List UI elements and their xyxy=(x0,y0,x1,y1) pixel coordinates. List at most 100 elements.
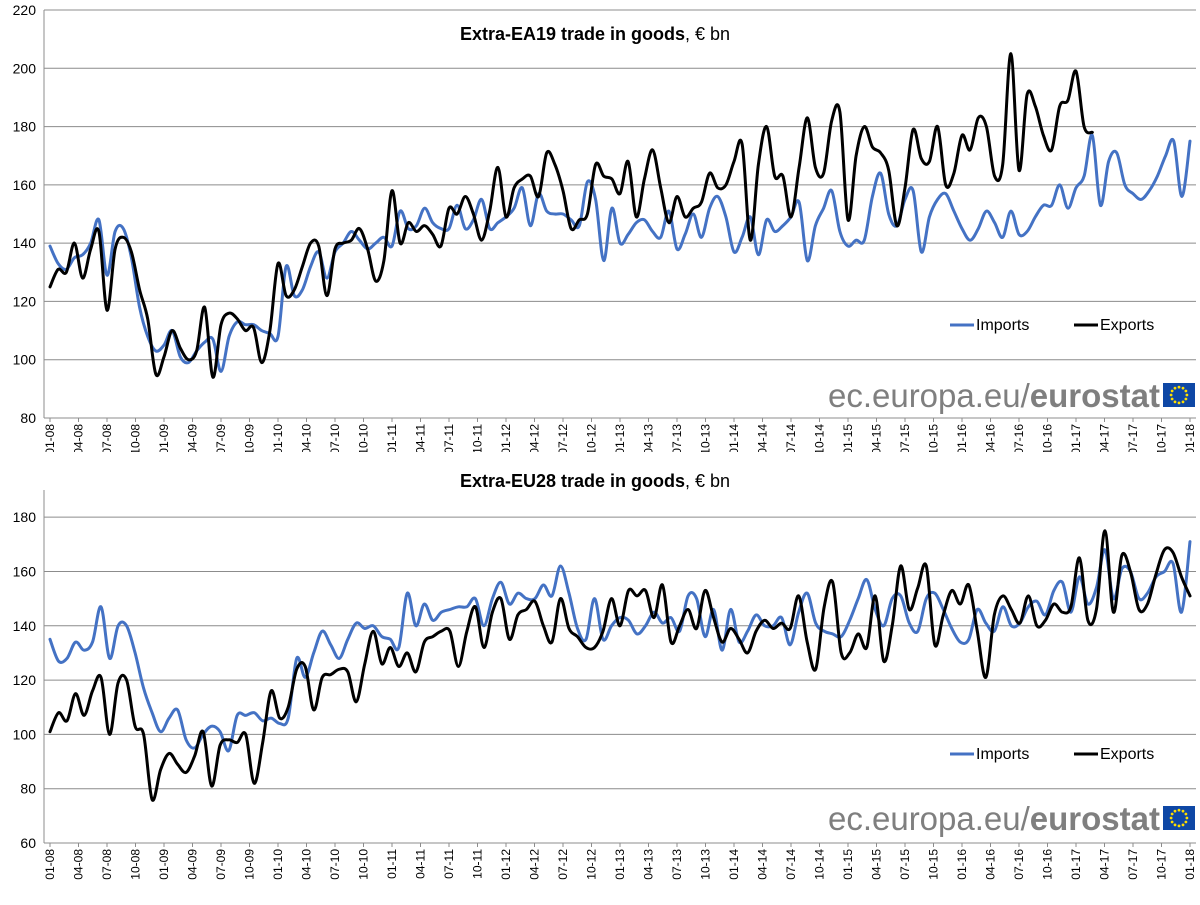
x-tick-label: 04-15 xyxy=(870,849,884,880)
x-tick-label: 04-08 xyxy=(72,849,86,880)
legend-label-imports: Imports xyxy=(976,746,1029,763)
y-tick-label: 60 xyxy=(20,835,36,851)
y-tick-label: 120 xyxy=(13,293,37,309)
x-tick-label: 07-08 xyxy=(100,424,114,452)
x-tick-label: 01-16 xyxy=(955,849,969,880)
x-tick-label: 04-14 xyxy=(756,424,770,452)
chart-title: Extra-EU28 trade in goods, € bn xyxy=(460,471,730,491)
x-tick-label: 04-09 xyxy=(186,849,200,880)
eu-flag-icon xyxy=(1163,806,1195,830)
x-tick-label: 01-14 xyxy=(727,424,741,452)
x-tick-label: 01-09 xyxy=(157,424,171,452)
x-tick-label: 01-11 xyxy=(385,849,399,879)
eurostat-watermark: ec.europa.eu/eurostat xyxy=(828,800,1160,837)
x-tick-label: 04-11 xyxy=(414,849,428,879)
x-tick-label: 07-09 xyxy=(214,424,228,452)
x-tick-label: 04-13 xyxy=(642,424,656,452)
y-tick-label: 80 xyxy=(20,781,36,797)
x-tick-label: 04-12 xyxy=(528,849,542,880)
x-tick-label: 07-09 xyxy=(214,849,228,880)
x-tick-label: 01-13 xyxy=(613,424,627,452)
x-tick-label: 07-08 xyxy=(100,849,114,880)
y-tick-label: 160 xyxy=(13,177,37,193)
legend-label-exports: Exports xyxy=(1100,746,1154,763)
x-tick-label: 10-13 xyxy=(699,424,713,452)
x-tick-label: 10-10 xyxy=(357,424,371,452)
series-line-exports xyxy=(48,52,1094,379)
chart-title-suffix: , € bn xyxy=(685,24,730,44)
x-tick-label: 07-16 xyxy=(1012,849,1026,880)
x-tick-label: 01-17 xyxy=(1069,849,1083,880)
x-tick-label: 04-17 xyxy=(1098,849,1112,880)
x-tick-label: 10-11 xyxy=(471,849,485,879)
x-tick-label: 01-08 xyxy=(43,424,57,452)
y-tick-label: 220 xyxy=(13,2,37,18)
x-tick-label: 10-09 xyxy=(243,849,257,880)
x-tick-label: 10-09 xyxy=(243,424,257,452)
x-tick-label: 01-12 xyxy=(499,424,513,452)
x-tick-label: 04-13 xyxy=(642,849,656,880)
x-tick-label: 10-17 xyxy=(1155,424,1169,452)
series-line-imports xyxy=(48,540,1192,753)
x-tick-label: 07-14 xyxy=(784,424,798,452)
chart-title-suffix: , € bn xyxy=(685,471,730,491)
x-tick-label: 01-10 xyxy=(271,849,285,880)
x-tick-label: 01-18 xyxy=(1183,424,1197,452)
x-tick-label: 07-10 xyxy=(328,424,342,452)
x-tick-label: 07-17 xyxy=(1126,424,1140,452)
y-tick-label: 100 xyxy=(13,726,37,742)
x-tick-label: 07-11 xyxy=(442,424,456,452)
eu-flag-icon xyxy=(1163,383,1195,407)
x-tick-label: 01-12 xyxy=(499,849,513,880)
x-tick-label: 10-14 xyxy=(813,424,827,452)
y-tick-label: 80 xyxy=(20,410,36,426)
x-tick-label: 07-14 xyxy=(784,849,798,880)
x-tick-label: 10-08 xyxy=(129,424,143,452)
x-tick-label: 07-13 xyxy=(670,424,684,452)
x-tick-label: 10-11 xyxy=(471,424,485,452)
y-tick-label: 180 xyxy=(13,509,37,525)
x-tick-label: 01-11 xyxy=(385,424,399,452)
x-tick-label: 04-09 xyxy=(186,424,200,452)
series-line-exports xyxy=(48,529,1192,802)
x-tick-label: 10-16 xyxy=(1041,424,1055,452)
x-tick-label: 10-10 xyxy=(357,849,371,880)
x-tick-label: 04-08 xyxy=(72,424,86,452)
x-tick-label: 01-15 xyxy=(841,424,855,452)
y-tick-label: 140 xyxy=(13,618,37,634)
x-tick-label: 01-14 xyxy=(727,849,741,880)
y-tick-label: 120 xyxy=(13,672,37,688)
chart-title-main: Extra-EU28 trade in goods xyxy=(460,471,685,491)
x-tick-label: 07-16 xyxy=(1012,424,1026,452)
legend-label-exports: Exports xyxy=(1100,317,1154,334)
x-tick-label: 01-15 xyxy=(841,849,855,880)
x-tick-label: 07-15 xyxy=(898,424,912,452)
x-tick-label: 10-12 xyxy=(585,849,599,880)
x-tick-label: 10-12 xyxy=(585,424,599,452)
x-tick-label: 01-08 xyxy=(43,849,57,880)
chart-ea19: 80 100 120 140 160 180 200 220 01-08 04-08 07-08 10… xyxy=(13,2,1197,455)
chart-eu28: 60 80 100 120 140 160 180 01-08 04-08 07-08 10-08 0… xyxy=(13,471,1197,880)
legend-label-imports: Imports xyxy=(976,317,1029,334)
chart-panel-eu28: 60 80 100 120 140 160 180 01-08 04-08 07-08 10-08 0… xyxy=(0,452,1200,900)
x-tick-label: 01-17 xyxy=(1069,424,1083,452)
x-tick-label: 10-08 xyxy=(129,849,143,880)
y-tick-label: 180 xyxy=(13,119,37,135)
x-tick-label: 01-09 xyxy=(157,849,171,880)
x-tick-label: 10-15 xyxy=(927,849,941,880)
x-tick-label: 04-10 xyxy=(300,849,314,880)
x-tick-label: 01-18 xyxy=(1183,849,1197,880)
x-tick-label: 01-16 xyxy=(955,424,969,452)
x-tick-label: 07-13 xyxy=(670,849,684,880)
x-tick-label: 04-16 xyxy=(984,849,998,880)
chart-title: Extra-EA19 trade in goods, € bn xyxy=(460,24,730,44)
chart-title-main: Extra-EA19 trade in goods xyxy=(460,24,685,44)
x-tick-label: 07-12 xyxy=(556,424,570,452)
x-tick-label: 01-10 xyxy=(271,424,285,452)
eurostat-watermark: ec.europa.eu/eurostat xyxy=(828,377,1160,414)
x-tick-label: 04-11 xyxy=(414,424,428,452)
x-tick-label: 10-16 xyxy=(1041,849,1055,880)
x-tick-label: 10-14 xyxy=(813,849,827,880)
y-tick-label: 160 xyxy=(13,563,37,579)
x-tick-label: 07-15 xyxy=(898,849,912,880)
